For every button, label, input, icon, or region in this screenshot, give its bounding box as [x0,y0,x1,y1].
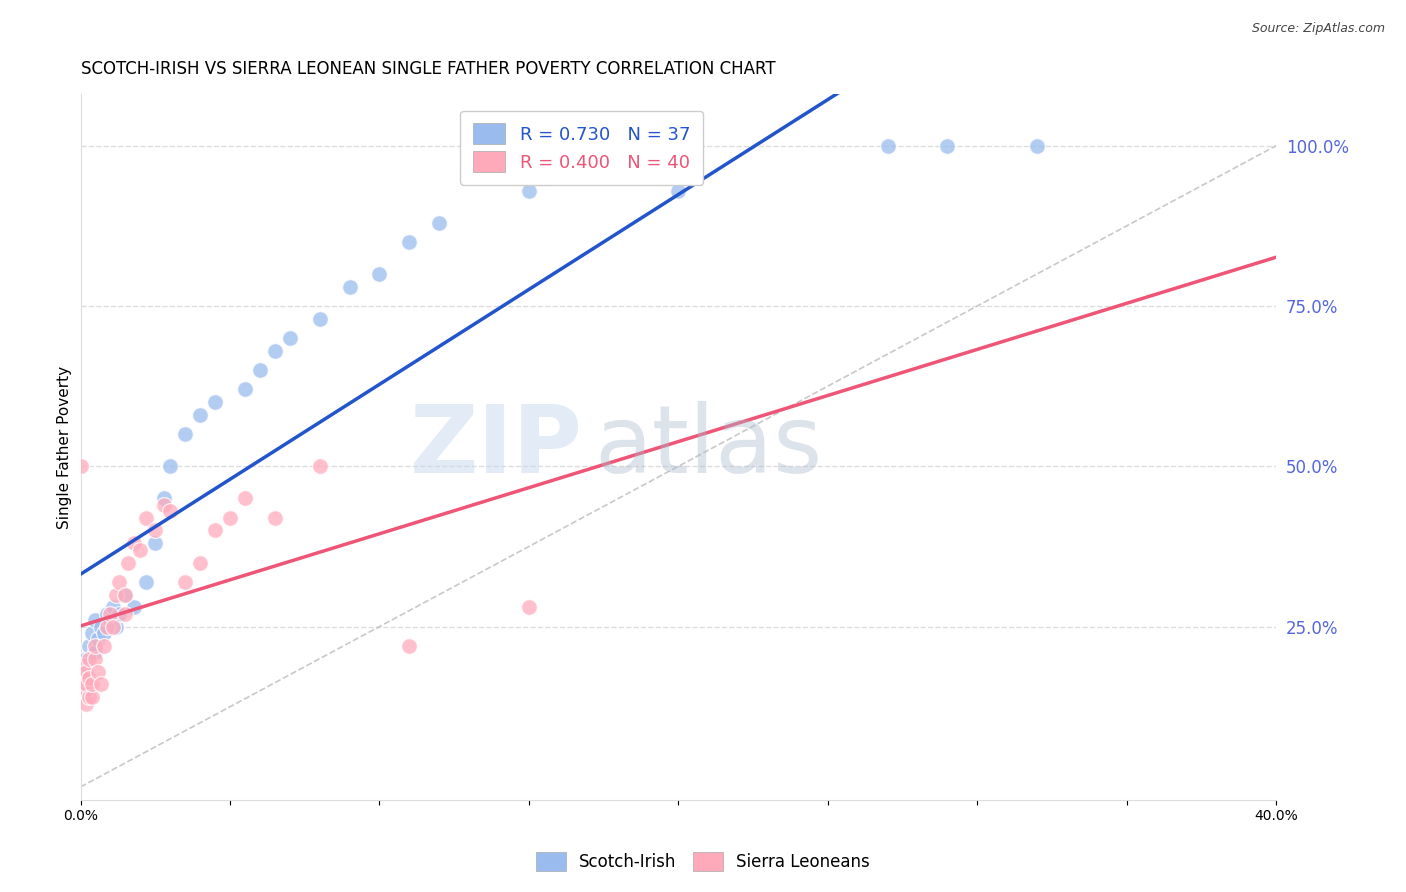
Text: Source: ZipAtlas.com: Source: ZipAtlas.com [1251,22,1385,36]
Y-axis label: Single Father Poverty: Single Father Poverty [58,366,72,529]
Point [876,138,898,153]
Point [72,683,94,698]
Point [79,639,101,653]
Point [159,459,181,474]
Point [153,491,176,506]
Point [100,613,122,627]
Point [308,459,330,474]
Point [666,184,689,198]
Text: ZIP: ZIP [409,401,582,493]
Point [79,690,101,705]
Point [398,235,420,249]
Point [114,588,136,602]
Point [517,184,540,198]
Point [76,651,98,665]
Point [82,690,104,705]
Point [76,665,98,679]
Point [96,620,118,634]
Point [105,588,128,602]
Point [204,524,226,538]
Point [93,626,115,640]
Point [93,639,115,653]
Point [114,607,136,621]
Point [79,651,101,665]
Point [204,395,226,409]
Point [87,632,110,647]
Point [159,504,181,518]
Point [533,170,555,185]
Point [153,498,176,512]
Point [308,311,330,326]
Point [427,216,450,230]
Point [278,331,301,345]
Point [79,671,101,685]
Point [105,620,128,634]
Point [188,556,211,570]
Point [82,677,104,691]
Point [188,408,211,422]
Point [339,280,361,294]
Point [103,600,125,615]
Point [76,697,98,711]
Point [103,620,125,634]
Point [233,491,256,506]
Point [90,620,112,634]
Legend: Scotch-Irish, Sierra Leoneans: Scotch-Irish, Sierra Leoneans [527,843,879,880]
Point [96,607,118,621]
Point [517,600,540,615]
Point [174,574,197,589]
Point [72,658,94,673]
Point [69,459,91,474]
Point [84,639,107,653]
Point [82,626,104,640]
Text: atlas: atlas [595,401,823,493]
Point [84,651,107,665]
Text: SCOTCH-IRISH VS SIERRA LEONEAN SINGLE FATHER POVERTY CORRELATION CHART: SCOTCH-IRISH VS SIERRA LEONEAN SINGLE FA… [80,60,775,78]
Point [1026,138,1049,153]
Point [84,613,107,627]
Point [135,574,157,589]
Point [129,542,152,557]
Point [114,588,136,602]
Point [233,383,256,397]
Point [143,536,166,550]
Point [143,524,166,538]
Point [263,343,285,358]
Point [368,267,391,281]
Point [108,574,131,589]
Point [249,363,271,377]
Point [84,645,107,659]
Point [936,138,959,153]
Point [398,639,420,653]
Point [76,677,98,691]
Point [124,536,146,550]
Point [174,427,197,442]
Point [108,607,131,621]
Point [117,556,139,570]
Point [135,510,157,524]
Point [100,607,122,621]
Legend: R = 0.730   N = 37, R = 0.400   N = 40: R = 0.730 N = 37, R = 0.400 N = 40 [460,111,703,185]
Point [219,510,242,524]
Point [90,677,112,691]
Point [124,600,146,615]
Point [263,510,285,524]
Point [87,665,110,679]
Point [72,671,94,685]
